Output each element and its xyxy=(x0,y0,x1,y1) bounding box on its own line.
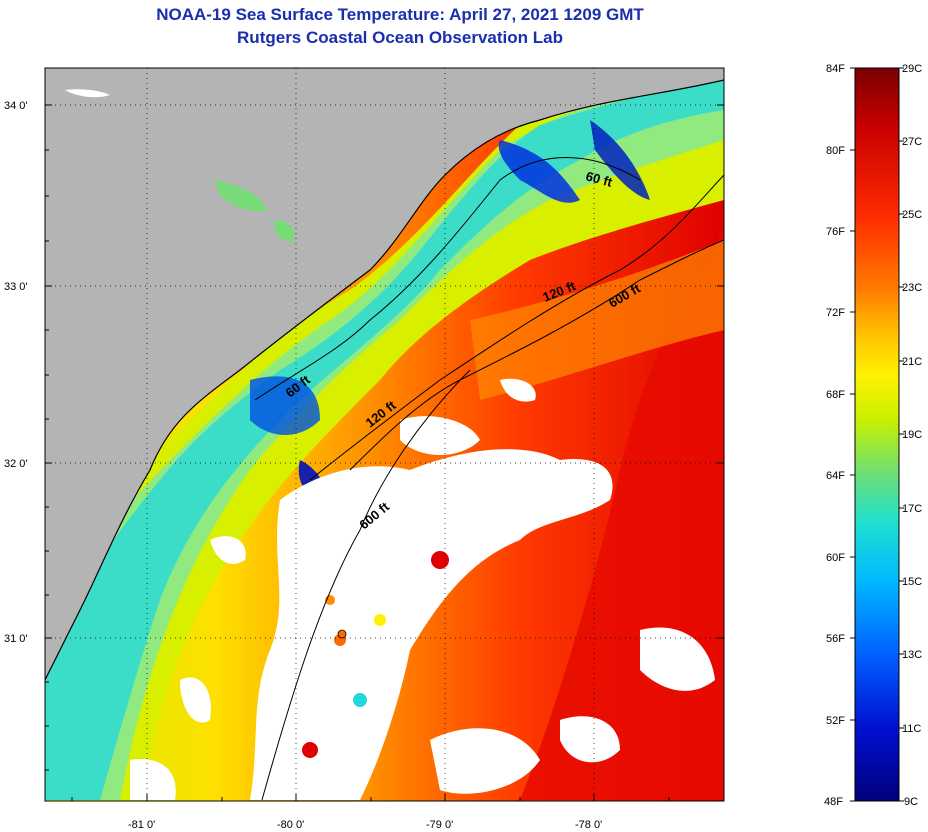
lon-label-78: -78 0' xyxy=(575,819,602,831)
colorbar-f-84: 84F xyxy=(826,63,845,75)
land-mass xyxy=(45,68,724,680)
temperature-colorbar xyxy=(854,67,900,802)
graticule xyxy=(45,68,724,801)
contour-60ft xyxy=(254,157,641,401)
lat-ticks xyxy=(45,104,724,771)
lat-label-34: 34 0' xyxy=(4,100,28,112)
colorbar-c-27: 27C xyxy=(902,136,922,148)
colorbar-c-11: 11C xyxy=(902,723,921,735)
colorbar-f-52: 52F xyxy=(826,715,845,727)
lon-label-80: -80 0' xyxy=(277,819,304,831)
colorbar-c-9: 9C xyxy=(904,796,918,808)
colorbar-c-29: 29C xyxy=(902,63,922,75)
depth-label-60ft-north: 60 ft xyxy=(584,168,614,190)
lon-ticks xyxy=(71,794,670,801)
colorbar-c-19: 19C xyxy=(902,429,922,441)
colorbar-c-13: 13C xyxy=(902,649,922,661)
colorbar-f-56: 56F xyxy=(826,633,845,645)
colorbar-ticks xyxy=(850,67,855,802)
lat-label-33: 33 0' xyxy=(4,281,28,293)
colorbar-c-ticks xyxy=(899,67,904,802)
lat-label-32: 32 0' xyxy=(4,458,28,470)
inland-lake xyxy=(215,180,268,212)
colorbar-f-72: 72F xyxy=(826,307,845,319)
map-frame xyxy=(44,67,725,802)
map-title: NOAA-19 Sea Surface Temperature: April 2… xyxy=(156,5,644,24)
colorbar-f-48: 48F xyxy=(824,796,843,808)
contour-600ft xyxy=(261,369,471,801)
colorbar-f-76: 76F xyxy=(826,226,845,238)
colorbar-c-23: 23C xyxy=(902,282,922,294)
colorbar-f-60: 60F xyxy=(826,552,845,564)
cold-patch xyxy=(498,140,580,203)
cloud-cover xyxy=(250,449,613,800)
colorbar-c-15: 15C xyxy=(902,576,922,588)
colorbar-c-25: 25C xyxy=(902,209,922,221)
lat-label-31: 31 0' xyxy=(4,633,28,645)
map-body xyxy=(45,68,724,801)
colorbar-f-68: 68F xyxy=(826,389,845,401)
colorbar-f-80: 80F xyxy=(826,145,845,157)
contour-120ft xyxy=(309,174,724,481)
lon-label-79: -79 0' xyxy=(426,819,453,831)
colorbar-c-17: 17C xyxy=(902,503,922,515)
contour-600ft-upper xyxy=(349,239,724,471)
map-subtitle: Rutgers Coastal Ocean Observation Lab xyxy=(237,28,563,47)
lon-label-81: -81 0' xyxy=(128,819,155,831)
coastline xyxy=(45,79,724,681)
colorbar-c-21: 21C xyxy=(902,356,922,368)
colorbar-f-64: 64F xyxy=(826,470,845,482)
station-marker xyxy=(337,629,347,639)
